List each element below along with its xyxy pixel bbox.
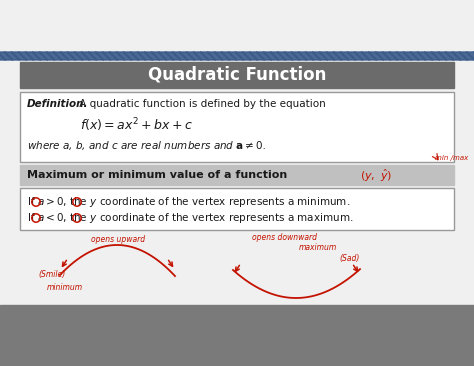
Bar — [20, 92, 454, 162]
Polygon shape — [4, 52, 20, 60]
Bar — [20, 188, 454, 230]
Polygon shape — [354, 52, 370, 60]
Text: where $a$, $b$, and $c$ are real numbers and $\mathbf{a} \neq 0$.: where $a$, $b$, and $c$ are real numbers… — [27, 139, 266, 153]
Polygon shape — [235, 52, 251, 60]
Polygon shape — [284, 52, 300, 60]
Polygon shape — [130, 52, 146, 60]
Text: (Sad): (Sad) — [340, 254, 360, 262]
Bar — [0, 0, 474, 305]
Polygon shape — [95, 52, 111, 60]
Polygon shape — [32, 52, 48, 60]
Text: $f(x) = ax^2 + bx + c$: $f(x) = ax^2 + bx + c$ — [80, 116, 193, 134]
Bar — [0, 305, 474, 366]
Polygon shape — [466, 52, 474, 60]
Text: maximum: maximum — [299, 243, 337, 253]
Polygon shape — [298, 52, 314, 60]
Polygon shape — [18, 52, 34, 60]
Polygon shape — [186, 52, 202, 60]
Polygon shape — [11, 52, 27, 60]
Polygon shape — [228, 52, 244, 60]
Polygon shape — [312, 52, 328, 60]
Polygon shape — [319, 52, 335, 60]
Polygon shape — [221, 52, 237, 60]
Polygon shape — [0, 52, 6, 60]
Polygon shape — [102, 52, 118, 60]
Polygon shape — [60, 52, 76, 60]
Polygon shape — [417, 52, 433, 60]
Polygon shape — [263, 52, 279, 60]
Polygon shape — [438, 52, 454, 60]
Polygon shape — [431, 52, 447, 60]
Polygon shape — [340, 52, 356, 60]
Polygon shape — [151, 52, 167, 60]
Polygon shape — [74, 52, 90, 60]
Polygon shape — [326, 52, 342, 60]
Polygon shape — [137, 52, 153, 60]
Polygon shape — [305, 52, 321, 60]
Bar — [20, 165, 454, 185]
Polygon shape — [214, 52, 230, 60]
Text: Definition.: Definition. — [27, 99, 89, 109]
Polygon shape — [144, 52, 160, 60]
Polygon shape — [347, 52, 363, 60]
Text: minimum: minimum — [47, 284, 83, 292]
Text: (Smile): (Smile) — [38, 270, 65, 280]
Polygon shape — [67, 52, 83, 60]
Text: Quadratic Function: Quadratic Function — [148, 66, 326, 84]
Polygon shape — [270, 52, 286, 60]
Text: If $a<0$, the $y$ coordinate of the vertex represents a maximum.: If $a<0$, the $y$ coordinate of the vert… — [27, 211, 354, 225]
Polygon shape — [396, 52, 412, 60]
Polygon shape — [410, 52, 426, 60]
Polygon shape — [109, 52, 125, 60]
Bar — [20, 62, 454, 88]
Polygon shape — [165, 52, 181, 60]
Polygon shape — [375, 52, 391, 60]
Polygon shape — [25, 52, 41, 60]
Polygon shape — [242, 52, 258, 60]
Polygon shape — [473, 52, 474, 60]
Polygon shape — [389, 52, 405, 60]
Polygon shape — [123, 52, 139, 60]
Polygon shape — [207, 52, 223, 60]
Polygon shape — [158, 52, 174, 60]
Text: If $a>0$, the $y$ coordinate of the vertex represents a minimum.: If $a>0$, the $y$ coordinate of the vert… — [27, 195, 350, 209]
Text: $(y,\ \hat{y})$: $(y,\ \hat{y})$ — [360, 168, 392, 184]
Polygon shape — [445, 52, 461, 60]
Polygon shape — [39, 52, 55, 60]
Polygon shape — [88, 52, 104, 60]
Polygon shape — [193, 52, 209, 60]
Polygon shape — [368, 52, 384, 60]
Polygon shape — [403, 52, 419, 60]
Polygon shape — [179, 52, 195, 60]
Polygon shape — [459, 52, 474, 60]
Polygon shape — [116, 52, 132, 60]
Polygon shape — [291, 52, 307, 60]
Polygon shape — [424, 52, 440, 60]
Polygon shape — [200, 52, 216, 60]
Text: opens upward: opens upward — [91, 235, 145, 244]
Text: min /max: min /max — [435, 155, 468, 161]
Polygon shape — [249, 52, 265, 60]
Text: Maximum or minimum value of a function: Maximum or minimum value of a function — [27, 170, 287, 180]
Text: A quadratic function is defined by the equation: A quadratic function is defined by the e… — [76, 99, 326, 109]
Polygon shape — [361, 52, 377, 60]
Polygon shape — [382, 52, 398, 60]
Text: opens downward: opens downward — [253, 232, 318, 242]
Polygon shape — [452, 52, 468, 60]
Polygon shape — [46, 52, 62, 60]
Polygon shape — [277, 52, 293, 60]
Polygon shape — [81, 52, 97, 60]
Polygon shape — [256, 52, 272, 60]
Polygon shape — [172, 52, 188, 60]
Polygon shape — [333, 52, 349, 60]
Polygon shape — [0, 52, 13, 60]
Polygon shape — [53, 52, 69, 60]
